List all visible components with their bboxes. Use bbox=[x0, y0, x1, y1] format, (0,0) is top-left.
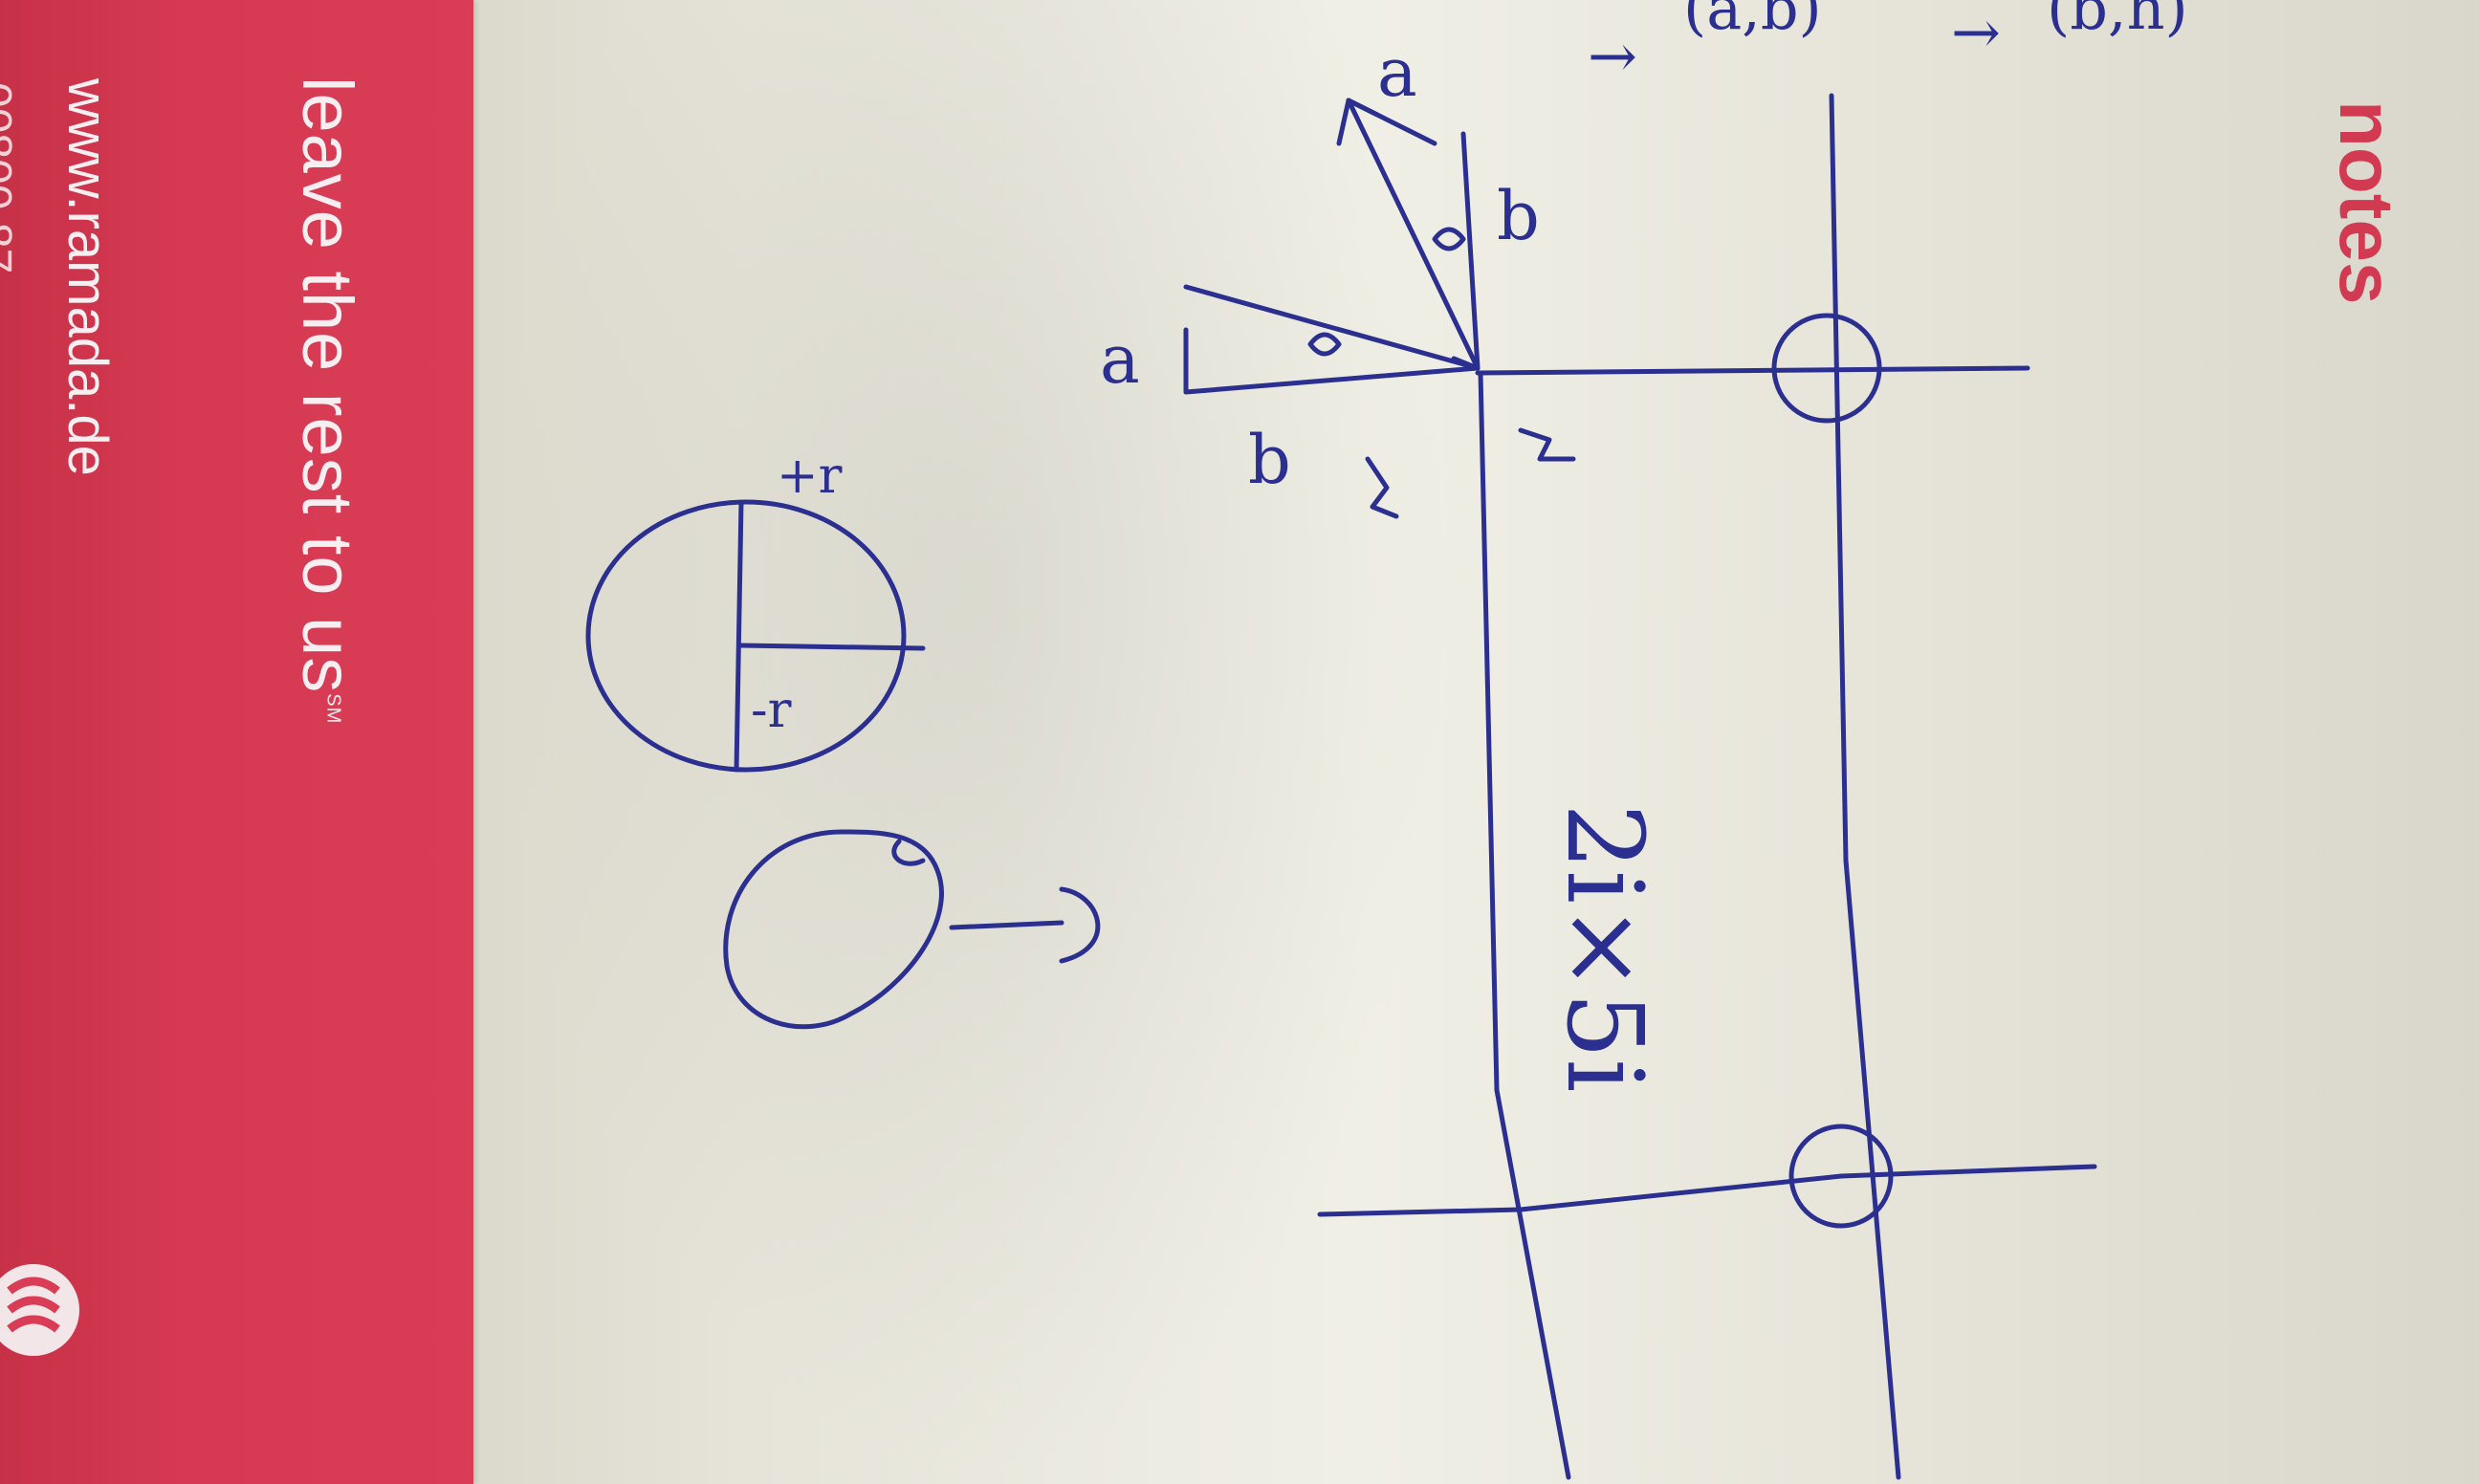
right-edge-ext bbox=[1843, 858, 1901, 1480]
circle-diameter bbox=[734, 499, 744, 773]
right-edge bbox=[1829, 93, 1849, 863]
bottom-edge bbox=[1518, 1173, 1844, 1212]
label-b-left: b bbox=[1248, 421, 1291, 499]
plus-r-label: +r bbox=[777, 447, 843, 505]
pair-ab-label: (a,b) bbox=[1683, 0, 1822, 43]
paper-shadow bbox=[497, 0, 1454, 1484]
circle-radius bbox=[738, 643, 926, 651]
vertical-b bbox=[1460, 131, 1481, 371]
scribble-marks bbox=[1365, 427, 1576, 519]
grid-rectangle: 2i×5i bbox=[1317, 93, 2097, 1480]
pair-bh-label: (b,h) bbox=[2047, 0, 2188, 43]
hyp-lower bbox=[1183, 284, 1481, 371]
bottom-left-tick bbox=[1317, 1207, 1524, 1217]
label-a-top: a bbox=[1377, 33, 1417, 112]
arrow-shaft bbox=[949, 920, 1064, 930]
minus-r-label: -r bbox=[751, 682, 792, 739]
circle-outline bbox=[585, 499, 907, 773]
hyp-upper bbox=[1346, 98, 1481, 371]
arrow-head bbox=[1059, 886, 1101, 964]
corner-circle-top bbox=[1771, 313, 1882, 424]
loop-shape bbox=[723, 829, 944, 1030]
ramada-logo-icon bbox=[0, 1264, 79, 1356]
top-edge bbox=[1475, 365, 2030, 376]
circle-diagram: +r -r bbox=[585, 447, 926, 773]
arrow-head-upper bbox=[1336, 98, 1380, 146]
dims-label: 2i×5i bbox=[1544, 803, 1666, 1093]
corner-circle-bottom bbox=[1788, 1124, 1894, 1229]
left-edge bbox=[1478, 370, 1500, 1093]
angle-mark-lower bbox=[1307, 332, 1342, 357]
coordinate-notes: → (a,b) → (b,h) bbox=[1588, 0, 2188, 91]
bottom-edge-ext bbox=[1838, 1164, 2097, 1179]
left-edge-ext bbox=[1494, 1087, 1571, 1480]
label-a-left: a bbox=[1100, 320, 1140, 399]
arrow-1: → bbox=[1588, 21, 1637, 91]
arrow-2: → bbox=[1951, 0, 2001, 67]
hotel-brand-strip: leave the rest to usSM www.ramada.de 008… bbox=[0, 0, 473, 1484]
arrow-head-lower bbox=[1451, 356, 1481, 371]
label-b-top: b bbox=[1497, 177, 1540, 255]
loop-arrow-diagram bbox=[723, 829, 1101, 1030]
base-line-b bbox=[1183, 365, 1481, 395]
triangle-construction: a b a b bbox=[1100, 33, 1576, 519]
angle-mark-upper bbox=[1432, 227, 1466, 251]
loop-curl bbox=[891, 839, 926, 866]
